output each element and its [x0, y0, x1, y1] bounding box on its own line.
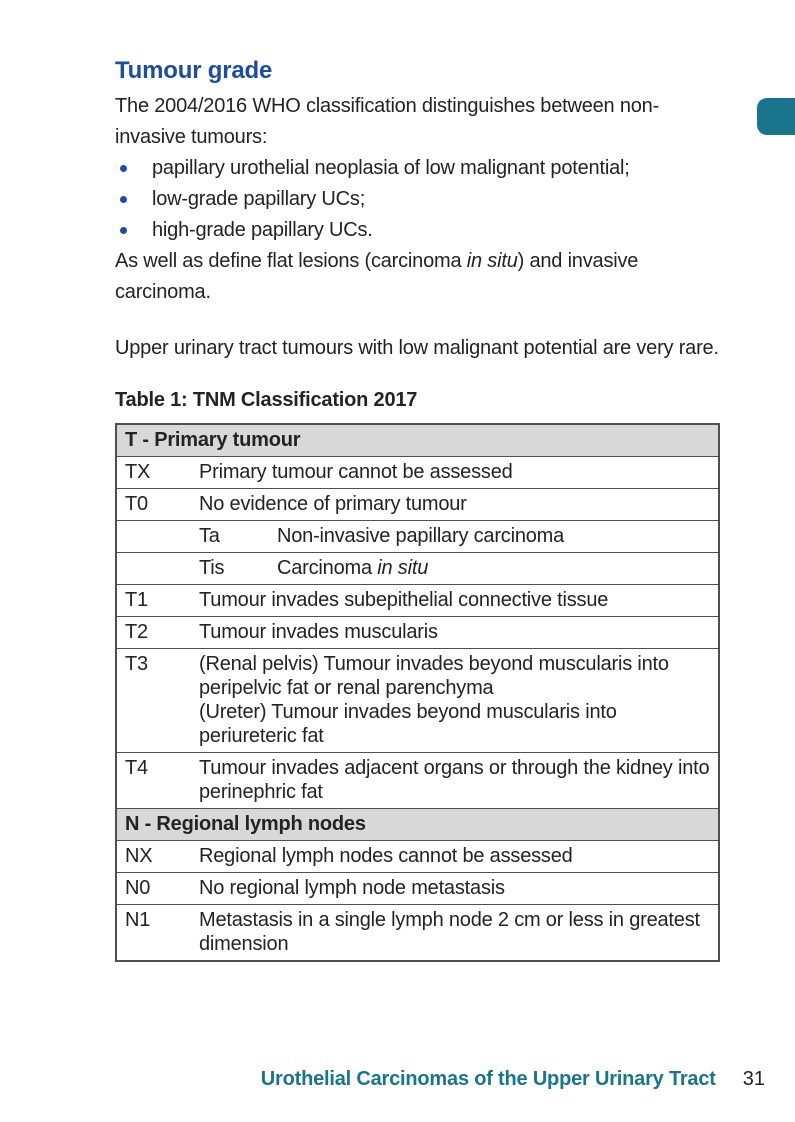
intro-paragraph: The 2004/2016 WHO classification disting… [115, 91, 720, 153]
table-section-label: N - Regional lymph nodes [116, 808, 719, 841]
stage-code-cell [116, 520, 191, 553]
text-run: ) and invasive carcinoma. [115, 250, 639, 303]
table-row: NX Regional lymph nodes cannot be assesse… [116, 840, 719, 873]
text-run: Carcinoma [277, 557, 378, 579]
stage-description-cell: Regional lymph nodes cannot be assessed [191, 840, 719, 873]
text-run: Primary tumour cannot be assessed [199, 461, 513, 483]
page-content: Tumour grade The 2004/2016 WHO classific… [115, 56, 720, 962]
table-row: N0 No regional lymph node metastasis [116, 872, 719, 905]
flat-lesions-paragraph: As well as define flat lesions (carcinom… [115, 246, 720, 308]
page-footer: Urothelial Carcinomas of the Upper Urina… [115, 1068, 765, 1091]
stage-code-cell: TX [116, 456, 191, 489]
text-run: (Ureter) Tumour invades beyond musculari… [199, 701, 617, 747]
table-row: Ta Non-invasive papillary carcinoma [116, 520, 719, 553]
stage-description-cell: Non-invasive papillary carcinoma [269, 520, 719, 553]
stage-code-cell: N0 [116, 872, 191, 905]
stage-description-cell: Metastasis in a single lymph node 2 cm o… [191, 904, 719, 962]
text-run: in situ [377, 557, 429, 579]
substage-code-cell: Ta [191, 520, 269, 553]
rare-tumours-paragraph: Upper urinary tract tumours with low mal… [115, 333, 720, 364]
text-run: Metastasis in a single lymph node 2 cm o… [199, 909, 700, 955]
table-row: Tis Carcinoma in situ [116, 552, 719, 585]
text-run: (Renal pelvis) Tumour invades beyond mus… [199, 653, 669, 699]
table-section-row: T - Primary tumour [116, 424, 719, 457]
text-run: Tumour invades muscularis [199, 621, 438, 643]
stage-code-cell: T3 [116, 648, 191, 753]
stage-description-cell: Tumour invades subepithelial connective … [191, 584, 719, 617]
stage-description-cell: (Renal pelvis) Tumour invades beyond mus… [191, 648, 719, 753]
stage-code-cell: T0 [116, 488, 191, 521]
stage-code-cell: T1 [116, 584, 191, 617]
table-section-label: T - Primary tumour [116, 424, 719, 457]
table-row: N1 Metastasis in a single lymph node 2 cm… [116, 904, 719, 962]
stage-description-cell: Carcinoma in situ [269, 552, 719, 585]
stage-code-cell: T4 [116, 752, 191, 809]
section-heading: Tumour grade [115, 57, 273, 84]
bullet-item: low-grade papillary UCs; [115, 184, 720, 215]
stage-description-cell: Tumour invades muscularis [191, 616, 719, 649]
table-row: T0 No evidence of primary tumour [116, 488, 719, 521]
text-run: Regional lymph nodes cannot be assessed [199, 845, 573, 867]
stage-description-cell: Primary tumour cannot be assessed [191, 456, 719, 489]
stage-description-cell: Tumour invades adjacent organs or throug… [191, 752, 719, 809]
stage-code-cell: NX [116, 840, 191, 873]
page-number: 31 [742, 1068, 765, 1090]
table-caption: Table 1: TNM Classification 2017 [115, 389, 418, 411]
text-run: No evidence of primary tumour [199, 493, 467, 515]
text-run: The 2004/2016 WHO classification disting… [115, 95, 660, 148]
table-row: T1 Tumour invades subepithelial connectiv… [116, 584, 719, 617]
text-run: Tumour invades adjacent organs or throug… [199, 757, 710, 803]
bullet-item: papillary urothelial neoplasia of low ma… [115, 153, 720, 184]
text-run: in situ [466, 250, 518, 272]
stage-code-cell: N1 [116, 904, 191, 962]
tnm-classification-table: T - Primary tumour TX Primary tumour canno… [115, 423, 720, 962]
tnm-table-body: T - Primary tumour TX Primary tumour canno… [116, 424, 719, 962]
text-run: Tumour invades subepithelial connective … [199, 589, 609, 611]
text-run: Upper urinary tract tumours with low mal… [115, 337, 719, 359]
table-row: TX Primary tumour cannot be assessed [116, 456, 719, 489]
substage-code-cell: Tis [191, 552, 269, 585]
stage-description-cell: No evidence of primary tumour [191, 488, 719, 521]
stage-description-cell: No regional lymph node metastasis [191, 872, 719, 905]
table-section-row: N - Regional lymph nodes [116, 808, 719, 841]
stage-code-cell [116, 552, 191, 585]
bullet-list: papillary urothelial neoplasia of low ma… [115, 153, 720, 246]
text-run: As well as define flat lesions (carcinom… [115, 250, 467, 272]
table-row: T2 Tumour invades muscularis [116, 616, 719, 649]
footer-title: Urothelial Carcinomas of the Upper Urina… [260, 1068, 716, 1090]
text-run: Non-invasive papillary carcinoma [277, 525, 565, 547]
text-run: No regional lymph node metastasis [199, 877, 505, 899]
section-edge-tab [757, 98, 795, 135]
table-row: T3 (Renal pelvis) Tumour invades beyond m… [116, 648, 719, 753]
bullet-item: high-grade papillary UCs. [115, 215, 720, 246]
table-row: T4 Tumour invades adjacent organs or thro… [116, 752, 719, 809]
stage-code-cell: T2 [116, 616, 191, 649]
